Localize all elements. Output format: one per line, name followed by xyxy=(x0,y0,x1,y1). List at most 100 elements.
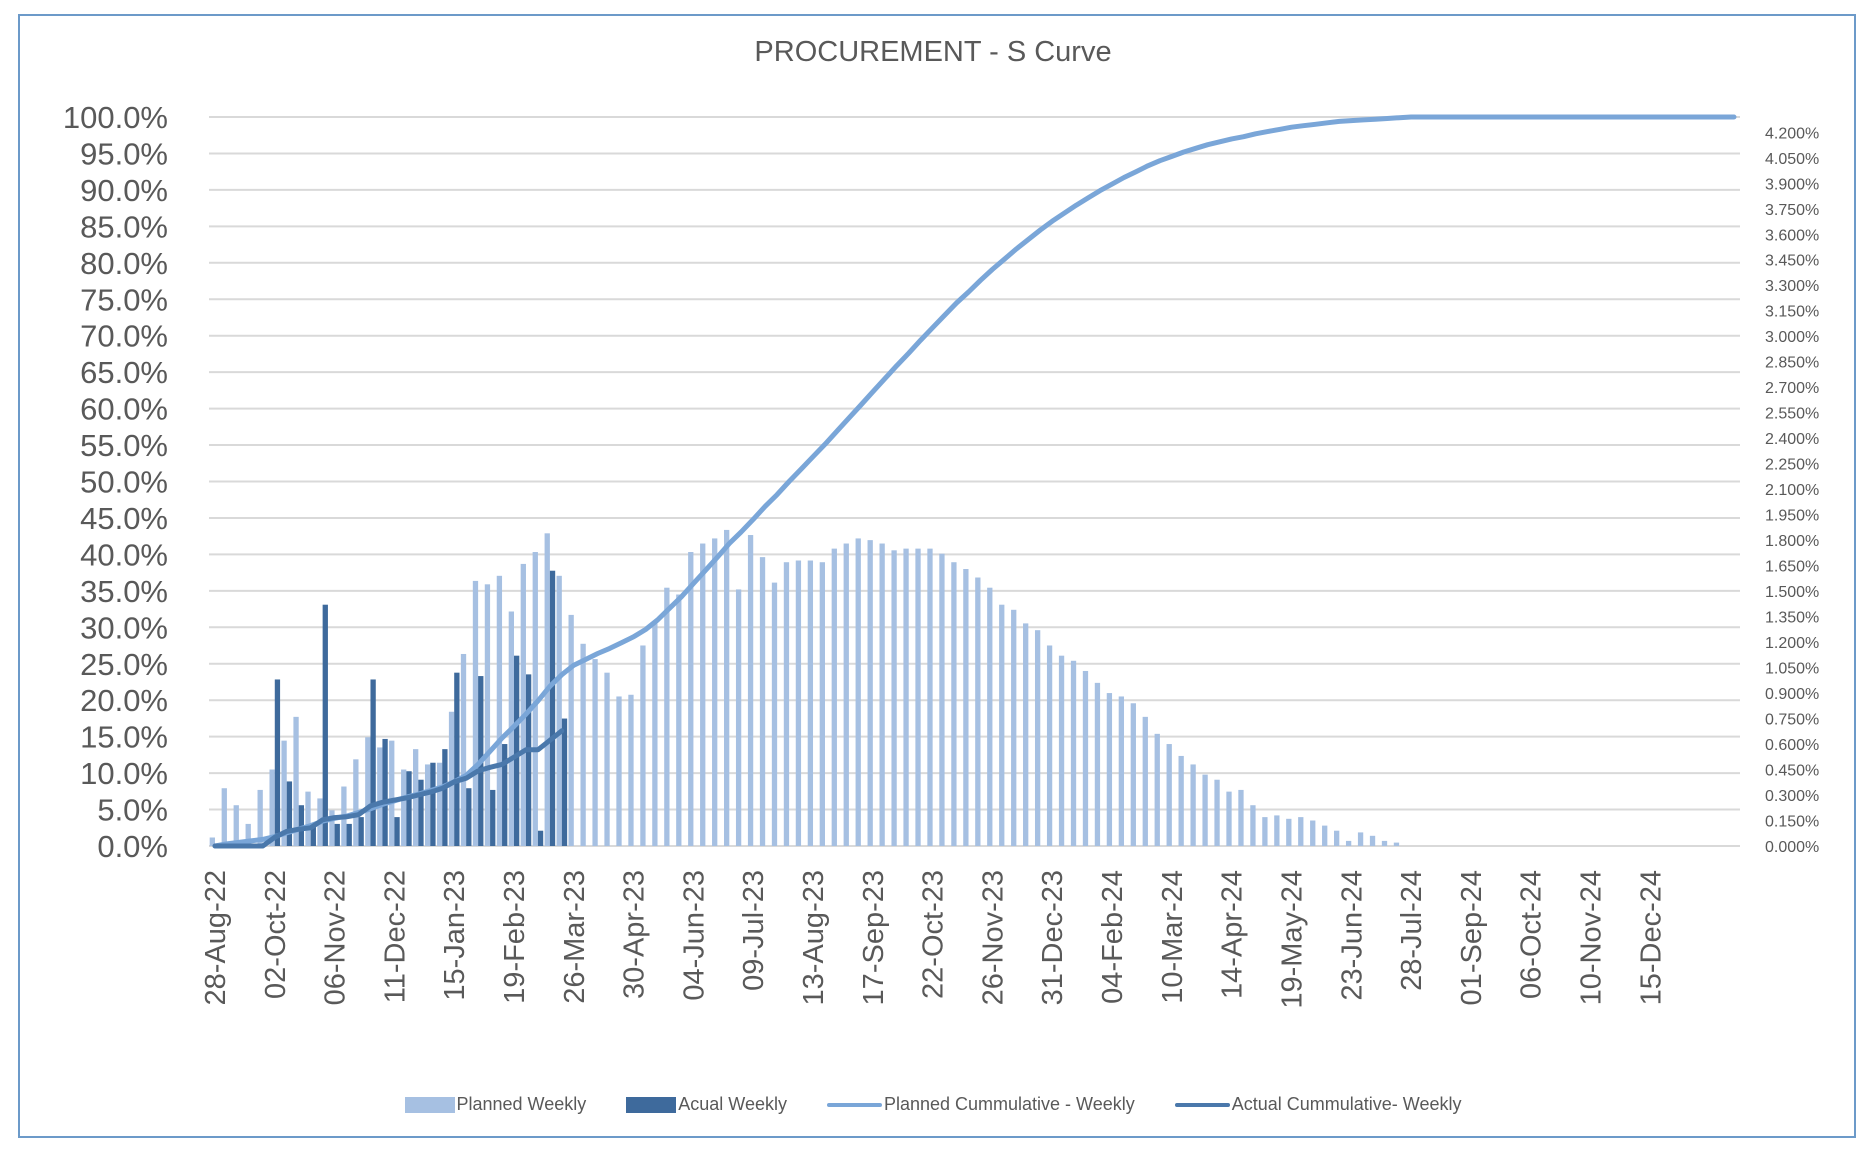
actual-weekly-bar xyxy=(286,781,293,846)
planned-weekly-bar xyxy=(807,560,814,846)
planned-weekly-bar xyxy=(843,543,849,846)
x-tick-label: 09-Jul-23 xyxy=(738,870,770,991)
left-tick-label: 55.0% xyxy=(80,428,168,463)
planned-weekly-bar xyxy=(652,623,658,846)
x-tick-label: 01-Sep-24 xyxy=(1456,870,1488,1005)
planned-cumulative-line xyxy=(212,114,1737,849)
left-tick-label: 70.0% xyxy=(80,319,168,354)
actual-weekly-bar xyxy=(442,749,448,846)
planned-weekly-bar xyxy=(1286,818,1292,846)
planned-weekly-bar xyxy=(1023,623,1029,846)
planned-weekly-bar xyxy=(963,569,969,846)
x-tick-label: 19-Feb-23 xyxy=(499,870,531,1004)
right-tick-label: 0.600% xyxy=(1765,737,1819,754)
planned-weekly-bar xyxy=(927,548,933,846)
actual-weekly-bar xyxy=(406,771,412,846)
actual-weekly-bar xyxy=(537,830,544,846)
planned-weekly-bar xyxy=(628,694,634,846)
actual-weekly-bar xyxy=(454,672,460,846)
planned-weekly-bar xyxy=(472,580,479,846)
right-tick-label: 0.750% xyxy=(1765,712,1819,729)
planned-weekly-bar xyxy=(556,575,562,846)
planned-weekly-bar xyxy=(1094,682,1101,846)
x-tick-label: 28-Aug-22 xyxy=(200,870,232,1005)
planned-weekly-bar xyxy=(389,740,395,846)
planned-weekly-bar xyxy=(1393,842,1400,846)
right-tick-label: 4.200% xyxy=(1765,125,1819,142)
x-tick-label: 04-Jun-23 xyxy=(678,870,710,1001)
x-tick-label: 11-Dec-22 xyxy=(379,870,411,1003)
left-tick-label: 45.0% xyxy=(80,501,168,536)
left-tick-label: 15.0% xyxy=(80,720,168,755)
actual-weekly-bar xyxy=(502,744,508,846)
legend-item-actual-weekly[interactable]: Acual Weekly xyxy=(626,1094,787,1115)
legend-line xyxy=(826,1102,882,1107)
planned-weekly-bar xyxy=(484,584,491,846)
planned-weekly-bar xyxy=(771,582,778,846)
planned-weekly-bar xyxy=(401,769,407,846)
planned-weekly-bar xyxy=(1011,609,1017,846)
planned-weekly-bar xyxy=(460,653,467,846)
planned-weekly-bar xyxy=(1070,660,1077,846)
legend-swatch xyxy=(626,1096,677,1113)
planned-weekly-bar xyxy=(735,589,742,846)
x-tick-label: 04-Feb-24 xyxy=(1097,870,1129,1004)
planned-weekly-bar xyxy=(999,604,1005,846)
planned-weekly-bar xyxy=(1274,815,1280,846)
actual-weekly-bar xyxy=(525,674,532,846)
legend-item-actual-cumulative[interactable]: Actual Cummulative- Weekly xyxy=(1174,1094,1462,1115)
actual-weekly-bar xyxy=(274,679,281,846)
x-tick-label: 28-Jul-24 xyxy=(1396,870,1428,991)
actual-weekly-bar xyxy=(322,604,328,846)
right-tick-label: 0.000% xyxy=(1765,839,1819,856)
planned-weekly-bar xyxy=(1262,817,1268,846)
x-tick-label: 10-Nov-24 xyxy=(1575,870,1607,1005)
planned-weekly-bar xyxy=(1142,716,1148,846)
planned-weekly-bar xyxy=(377,747,383,846)
planned-weekly-bar xyxy=(700,543,706,846)
planned-weekly-bar xyxy=(293,716,299,846)
planned-weekly-bar xyxy=(640,645,646,846)
planned-weekly-bar xyxy=(1106,693,1113,846)
planned-weekly-bar xyxy=(1058,655,1065,846)
planned-weekly-bar xyxy=(975,577,981,846)
planned-weekly-bar xyxy=(365,737,371,846)
planned-weekly-bar xyxy=(831,548,837,846)
planned-weekly-bar xyxy=(1226,791,1232,846)
planned-weekly-bar xyxy=(1214,779,1220,846)
x-tick-label: 15-Jan-23 xyxy=(439,870,471,1001)
right-tick-label: 3.450% xyxy=(1765,253,1819,270)
planned-weekly-bar xyxy=(1238,789,1244,846)
planned-weekly-bar xyxy=(891,550,897,846)
planned-weekly-bar xyxy=(819,562,825,846)
planned-weekly-bar xyxy=(532,552,538,846)
legend-item-planned-weekly[interactable]: Planned Weekly xyxy=(404,1094,586,1115)
planned-weekly-bar xyxy=(903,548,909,846)
right-tick-label: 3.000% xyxy=(1765,329,1819,346)
right-tick-label: 1.650% xyxy=(1765,559,1819,576)
x-tick-label: 17-Sep-23 xyxy=(858,870,890,1005)
planned-weekly-bar xyxy=(448,711,455,846)
actual-weekly-bar xyxy=(430,762,436,846)
x-tick-label: 15-Dec-24 xyxy=(1635,870,1667,1005)
planned-weekly-bar xyxy=(1202,774,1208,846)
x-tick-label: 31-Dec-23 xyxy=(1037,870,1069,1005)
planned-weekly-bar xyxy=(747,535,754,846)
planned-weekly-bar xyxy=(1250,805,1256,846)
actual-weekly-bar xyxy=(346,823,352,846)
right-tick-label: 0.900% xyxy=(1765,686,1819,703)
planned-weekly-bar xyxy=(951,562,957,846)
planned-weekly-bar xyxy=(1178,755,1184,846)
planned-weekly-bar xyxy=(520,563,526,846)
actual-weekly-bar xyxy=(334,823,340,846)
planned-weekly-bar xyxy=(1310,820,1316,846)
planned-weekly-bar xyxy=(1345,840,1352,846)
right-tick-label: 1.350% xyxy=(1765,610,1819,627)
planned-weekly-bar xyxy=(604,672,610,846)
x-tick-label: 30-Apr-23 xyxy=(619,870,651,999)
legend-item-planned-cumulative[interactable]: Planned Cummulative - Weekly xyxy=(826,1094,1135,1115)
legend-label: Acual Weekly xyxy=(678,1094,787,1114)
left-tick-label: 20.0% xyxy=(80,683,168,718)
planned-weekly-bar xyxy=(783,562,790,846)
left-tick-label: 85.0% xyxy=(80,209,168,244)
